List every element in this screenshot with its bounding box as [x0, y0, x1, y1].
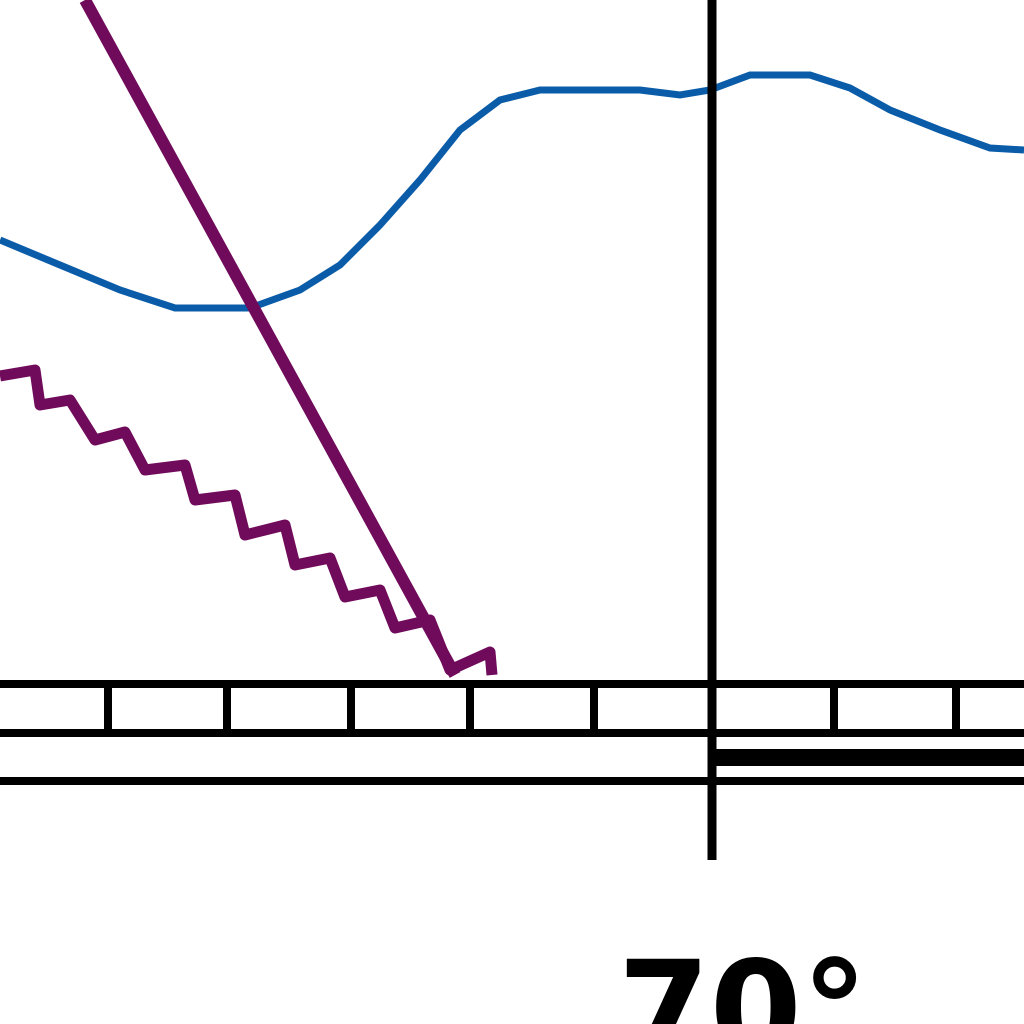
temperature-label: 70°: [618, 933, 868, 1024]
purple-line: [79, 0, 461, 678]
ruler: [0, 0, 1024, 860]
thick-bar: [712, 749, 1024, 766]
blue-curve: [0, 71, 1024, 312]
purple-wave: [0, 364, 498, 676]
